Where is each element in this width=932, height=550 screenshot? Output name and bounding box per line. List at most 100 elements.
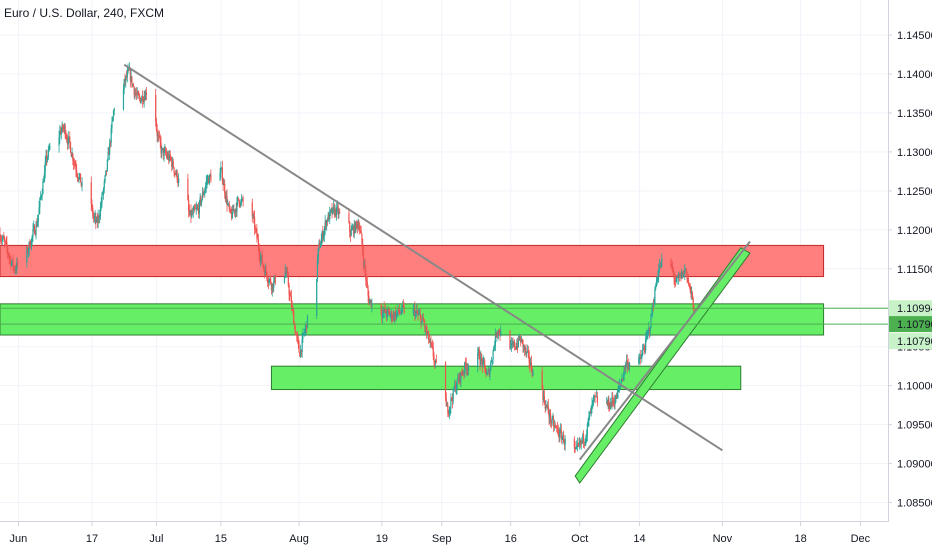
candle-body (513, 341, 515, 345)
candle-body (145, 92, 148, 96)
candle-body (4, 239, 6, 242)
candle-body (493, 346, 495, 351)
candle-body (96, 219, 98, 223)
candle-body (108, 151, 110, 155)
candle-body (103, 181, 105, 189)
candle-body (266, 272, 268, 279)
candle-body (60, 131, 62, 135)
candle-body (336, 207, 338, 216)
candle-body (627, 364, 629, 368)
candle-body (487, 373, 489, 374)
candle-body (477, 353, 479, 366)
candle-body (271, 283, 273, 291)
candle-body (34, 233, 36, 235)
candle-body (305, 323, 307, 329)
candle-body (4, 241, 6, 243)
candle-body (399, 312, 401, 314)
candle-body (30, 239, 33, 248)
candle-body (157, 135, 159, 137)
candle-body (303, 333, 305, 334)
y-tick-label: 1.08500 (897, 498, 932, 510)
candle-body (398, 310, 401, 313)
candle-body (0, 233, 1, 240)
candle-body (678, 276, 680, 278)
x-tick-label: 16 (505, 533, 517, 545)
candle-body (90, 182, 92, 205)
candle-body (123, 79, 125, 90)
candle-body (172, 161, 174, 168)
candle-body (680, 273, 682, 279)
candle-body (100, 203, 102, 207)
candle-body (467, 368, 469, 370)
candle-body (176, 170, 178, 180)
candle-body (76, 174, 79, 178)
time-axis[interactable]: Jun 17 Jul 15 Aug 19 Sep 16 Oct 14 Nov 18 Dec (10, 522, 871, 545)
x-tick-label: Oct (571, 533, 588, 545)
candle-body (582, 434, 585, 442)
candle-body (451, 398, 454, 402)
candle-body (431, 344, 434, 348)
candle-body (555, 425, 557, 427)
candle-body (461, 373, 464, 375)
candle-body (457, 378, 459, 380)
candle-body (656, 280, 658, 282)
candle-body (583, 441, 585, 443)
candle-body (654, 289, 656, 304)
price-badge-1.10790 (889, 316, 932, 333)
candle-body (643, 348, 645, 350)
candle-body (331, 208, 333, 214)
candle-body (433, 356, 435, 363)
candle-body (546, 405, 549, 407)
candle-body (551, 418, 553, 424)
candle-body (356, 222, 358, 228)
candle-body (481, 358, 483, 367)
candle-body (199, 197, 201, 202)
candle-body (37, 214, 39, 222)
candle-body (640, 358, 642, 360)
candle-body (542, 387, 544, 400)
candle-body (455, 389, 457, 392)
candle-body (365, 279, 368, 283)
candle-body (655, 286, 657, 290)
candle-body (456, 379, 458, 390)
candle-body (479, 358, 481, 365)
candle-body (79, 173, 82, 183)
candle-body (319, 245, 322, 248)
candle-body (158, 135, 161, 137)
candle-body (543, 396, 545, 400)
candle-body (286, 271, 288, 273)
candle-body (195, 208, 197, 210)
candle-body (210, 174, 212, 181)
candle-body (297, 338, 299, 343)
candle-body (36, 221, 39, 226)
candle-body (564, 438, 566, 445)
candle-body (525, 347, 527, 353)
candle-body (70, 152, 72, 157)
candle-body (416, 310, 418, 313)
candle-body (675, 278, 677, 282)
candle-body (188, 211, 191, 215)
time-axis-background (0, 522, 932, 550)
candle-body (241, 198, 243, 200)
candle-body (556, 427, 559, 429)
candle-body (357, 225, 359, 228)
candle-body (61, 124, 63, 132)
candle-body (385, 308, 387, 313)
candle-body (161, 148, 163, 154)
candle-body (679, 273, 681, 277)
candle-body (477, 349, 480, 354)
candle-body (513, 341, 516, 348)
candle-body (574, 447, 576, 450)
candle-body (270, 278, 272, 284)
candle-body (430, 340, 432, 344)
candle-body (134, 93, 136, 95)
candle-body (446, 405, 448, 407)
candle-body (434, 362, 436, 364)
candle-body (125, 76, 128, 78)
candle-body (230, 212, 233, 218)
candle-body (384, 308, 386, 312)
candle-body (395, 312, 397, 318)
candle-body (522, 339, 524, 348)
candle-body (332, 207, 334, 214)
